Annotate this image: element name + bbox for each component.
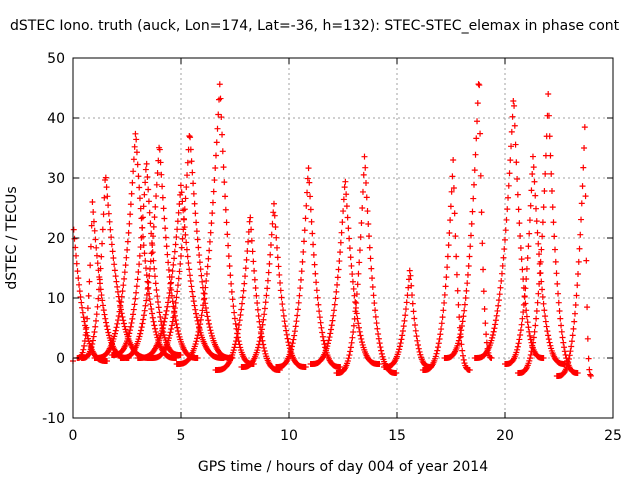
- series-pass-18: [471, 97, 547, 361]
- series-pass-07: [134, 182, 227, 361]
- series-pass-15: [381, 267, 434, 370]
- y-tick-label: 0: [56, 351, 65, 367]
- series-pass-09: [173, 81, 257, 367]
- series-pass-13: [307, 178, 383, 367]
- y-tick-label: -10: [42, 411, 65, 427]
- chart-title: dSTEC Iono. truth (auck, Lon=174, Lat=-3…: [10, 18, 620, 34]
- series-pass-16: [419, 157, 473, 373]
- x-tick-label: 15: [388, 428, 406, 444]
- x-tick-label: 25: [604, 428, 622, 444]
- marker-track: [553, 124, 594, 379]
- marker-track: [333, 153, 400, 376]
- x-tick-label: 5: [177, 428, 186, 444]
- marker-track: [419, 157, 473, 373]
- series-pass-17: [441, 81, 495, 361]
- x-tick-label: 10: [280, 428, 298, 444]
- series-pass-21: [553, 124, 594, 379]
- y-axis-label: dSTEC / TECUs: [4, 186, 20, 289]
- marker-track: [514, 91, 581, 376]
- marker-track: [381, 267, 434, 370]
- series-pass-14: [333, 153, 400, 376]
- y-tick-label: 10: [47, 291, 65, 307]
- marker-track: [273, 165, 344, 370]
- data-marks: [70, 81, 594, 379]
- marker-track: [134, 182, 227, 361]
- series-pass-08: [147, 133, 236, 361]
- marker-track: [238, 200, 309, 370]
- marker-track: [173, 81, 257, 367]
- marker-track: [471, 97, 547, 361]
- marker-track: [212, 214, 283, 373]
- marker-track: [147, 133, 236, 361]
- marker-track: [74, 199, 132, 361]
- series-pass-02: [74, 199, 132, 361]
- marker-track: [307, 178, 383, 367]
- series-pass-12: [273, 165, 344, 370]
- grid: [73, 58, 613, 418]
- series-pass-19: [502, 153, 568, 367]
- marker-track: [502, 153, 568, 367]
- y-tick-label: 20: [47, 231, 65, 247]
- x-axis-label: GPS time / hours of day 004 of year 2014: [198, 459, 488, 475]
- series-pass-10: [212, 214, 283, 373]
- y-tick-label: 40: [47, 111, 65, 127]
- y-tick-label: 30: [47, 171, 65, 187]
- marker-track: [441, 81, 495, 361]
- series-pass-20: [514, 91, 581, 376]
- y-tick-label: 50: [47, 51, 65, 67]
- x-tick-label: 0: [69, 428, 78, 444]
- series-pass-11: [238, 200, 309, 370]
- x-tick-label: 20: [496, 428, 514, 444]
